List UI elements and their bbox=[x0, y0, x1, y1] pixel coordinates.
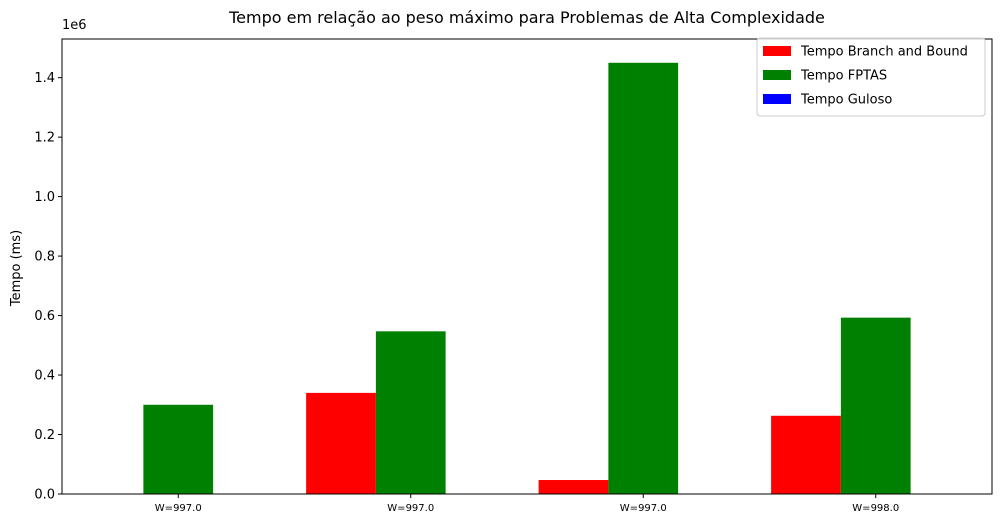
x-tick-label: W=997.0 bbox=[387, 503, 434, 514]
axes-layer: 0.0 0.2 0.4 0.6 0.8 1.0 1.2 1.4 W=997.0 W=997.0 W=… bbox=[34, 38, 993, 514]
legend: Tempo Branch and Bound Tempo FPTAS Tempo G… bbox=[756, 37, 986, 117]
y-tick-label: 1.4 bbox=[34, 71, 55, 86]
legend-label: Tempo Guloso bbox=[800, 93, 892, 108]
legend-swatch bbox=[763, 94, 791, 104]
bar-tempo-fptas-1 bbox=[375, 331, 446, 494]
y-tick-label: 0.4 bbox=[34, 369, 55, 384]
legend-box bbox=[756, 37, 986, 117]
y-tick-label: 0.2 bbox=[34, 428, 55, 443]
y-tick-label: 0.6 bbox=[34, 309, 55, 324]
chart-title: Tempo em relação ao peso máximo para Pro… bbox=[228, 8, 825, 27]
x-tick-label: W=997.0 bbox=[620, 503, 667, 514]
bar-tempo-branch-and-bound-2 bbox=[538, 480, 609, 494]
legend-label: Tempo Branch and Bound bbox=[800, 45, 968, 60]
y-tick-label: 0.0 bbox=[34, 488, 55, 503]
y-tick-label: 1.0 bbox=[34, 190, 55, 205]
plot-frame bbox=[61, 38, 993, 495]
x-tick-label: W=998.0 bbox=[852, 503, 899, 514]
y-axis-label: Tempo (ms) bbox=[9, 230, 24, 307]
y-tick-label: 0.8 bbox=[34, 250, 55, 265]
bar-tempo-fptas-2 bbox=[608, 62, 679, 495]
legend-label: Tempo FPTAS bbox=[800, 69, 887, 84]
legend-swatch bbox=[763, 46, 791, 56]
bar-tempo-branch-and-bound-3 bbox=[771, 415, 841, 494]
y-axis-offset-label: 1e6 bbox=[62, 18, 87, 33]
bar-tempo-branch-and-bound-1 bbox=[306, 392, 376, 494]
y-tick-label: 1.2 bbox=[34, 131, 55, 146]
bar-tempo-fptas-3 bbox=[840, 317, 911, 494]
legend-swatch bbox=[763, 70, 791, 80]
bar-tempo-fptas-0 bbox=[143, 404, 214, 494]
bars-layer bbox=[143, 62, 911, 495]
x-tick-label: W=997.0 bbox=[155, 503, 202, 514]
